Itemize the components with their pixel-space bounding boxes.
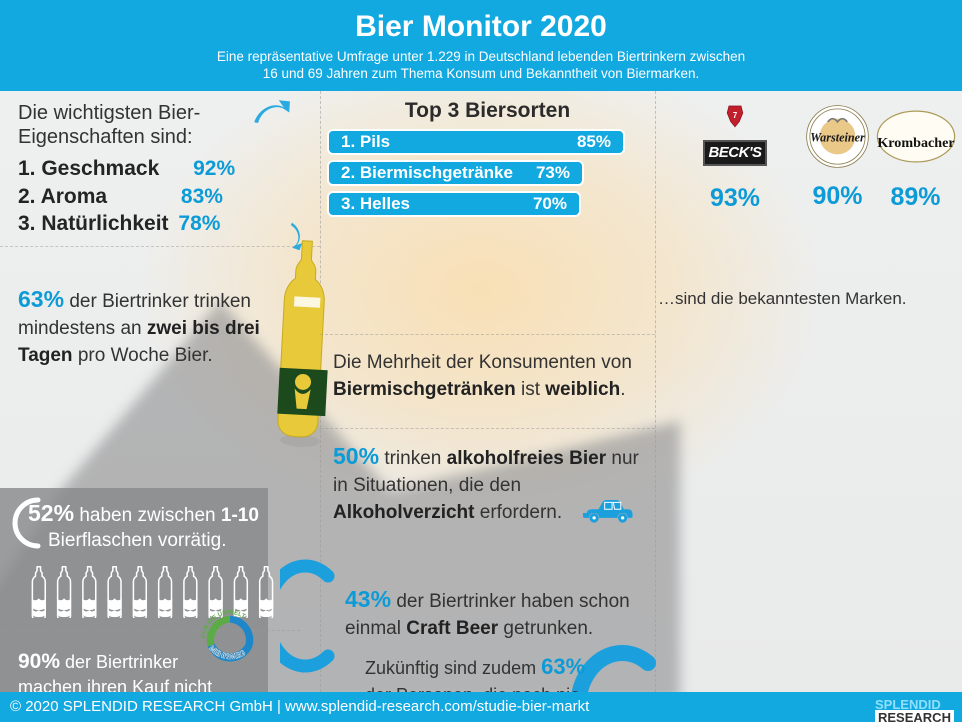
- svg-text:Warsteiner: Warsteiner: [810, 130, 865, 144]
- svg-text:Krombacher: Krombacher: [877, 135, 954, 151]
- svg-text:7: 7: [733, 111, 737, 120]
